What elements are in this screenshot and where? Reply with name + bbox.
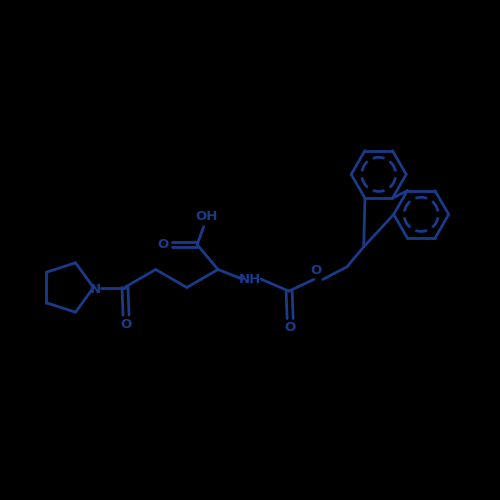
Text: O: O [284, 321, 296, 334]
Text: NH: NH [239, 272, 261, 285]
Text: O: O [158, 238, 169, 251]
Text: O: O [120, 318, 131, 330]
Text: OH: OH [195, 210, 218, 223]
Text: O: O [310, 264, 322, 277]
Text: N: N [90, 283, 101, 296]
